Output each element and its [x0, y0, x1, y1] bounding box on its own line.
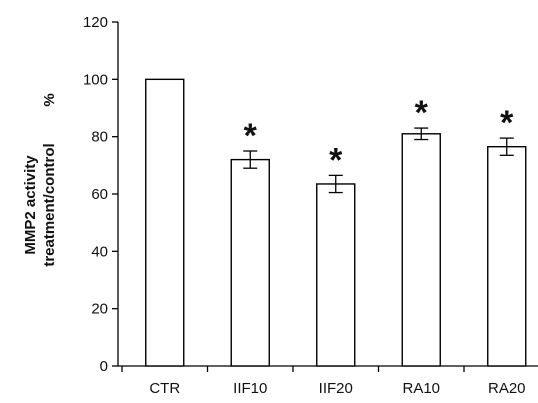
significance-marker-ra10: * [415, 94, 429, 132]
y-tick-label: 60 [91, 186, 108, 203]
significance-marker-iif20: * [329, 141, 343, 179]
x-tick-label-ra20: RA20 [488, 380, 526, 397]
bar-iif20 [316, 183, 356, 367]
y-tick-label: 40 [91, 243, 108, 260]
bar-ctr [145, 78, 185, 367]
y-tick-label: 0 [100, 358, 108, 375]
y-axis-unit-label: % [41, 93, 58, 106]
x-tick-label-ra10: RA10 [402, 380, 440, 397]
x-tick-label-iif10: IIF10 [233, 380, 267, 397]
y-tick-label: 80 [91, 129, 108, 146]
significance-marker-ra20: * [500, 104, 514, 142]
bar-iif10 [230, 158, 270, 367]
bar-ra20 [487, 145, 527, 367]
y-tick-label: 20 [91, 301, 108, 318]
significance-marker-iif10: * [244, 117, 258, 155]
y-tick-label: 100 [83, 71, 108, 88]
y-tick-label: 120 [83, 14, 108, 31]
bar-ra10 [401, 133, 441, 367]
x-tick-label-iif20: IIF20 [319, 380, 353, 397]
plot-area: 0 20 40 60 80 100 120 CTR * IIF10 * IIF20 * RA10 * RA20 [83, 14, 538, 397]
y-axis-label-line-1: MMP2 activity [22, 155, 39, 255]
x-tick-label-ctr: CTR [149, 380, 180, 397]
y-axis-label-line-2: treatment/control [41, 143, 58, 266]
